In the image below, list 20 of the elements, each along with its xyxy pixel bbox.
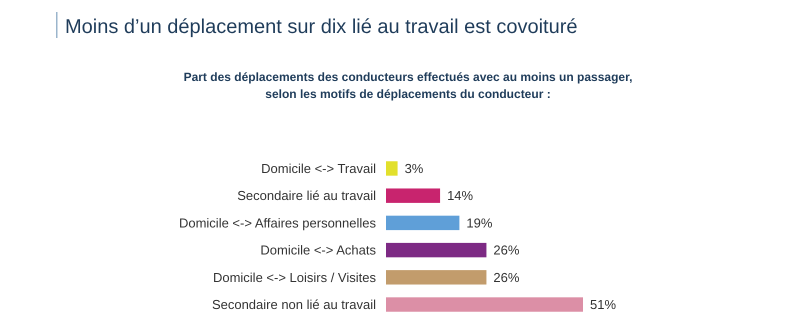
bar xyxy=(386,161,398,176)
y-tick-label: Domicile <-> Affaires personnelles xyxy=(178,215,376,230)
bar xyxy=(386,188,440,203)
data-label: 19% xyxy=(466,215,493,230)
y-tick-label: Secondaire non lié au travail xyxy=(212,297,376,312)
bar xyxy=(386,216,460,230)
data-label: 26% xyxy=(493,270,520,285)
bar xyxy=(386,270,486,285)
y-tick-label: Domicile <-> Loisirs / Visites xyxy=(212,270,376,285)
chart-title: Moins d’un déplacement sur dix lié au travail est covoituré xyxy=(65,16,578,38)
data-label: 3% xyxy=(404,160,424,176)
data-label: 51% xyxy=(590,297,616,312)
chart-subtitle: Part des déplacements des conducteurs effectués avec au moins un passager, selon les motifs de déplacements du conducteur : xyxy=(184,70,632,101)
y-tick-label: Secondaire lié au travail xyxy=(237,188,376,204)
y-tick-label: Domicile <-> Achats xyxy=(260,242,376,258)
bar xyxy=(386,242,486,258)
bar xyxy=(386,297,583,312)
data-label: 14% xyxy=(447,188,474,204)
y-tick-label: Domicile <-> Travail xyxy=(261,160,376,176)
data-label: 26% xyxy=(493,242,520,258)
